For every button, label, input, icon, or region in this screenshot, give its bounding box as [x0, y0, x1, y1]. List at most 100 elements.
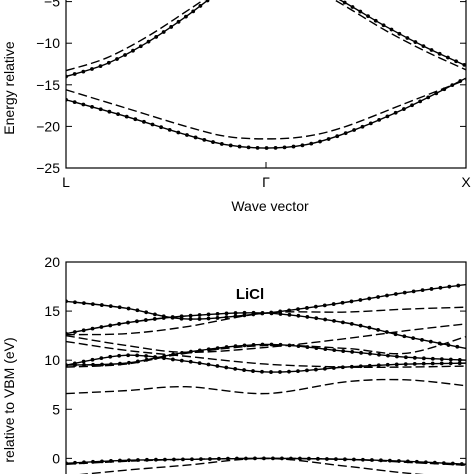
- series-point: [421, 356, 426, 361]
- series-point: [66, 97, 68, 102]
- series-point: [389, 27, 394, 32]
- series-point: [176, 130, 181, 135]
- series-point: [82, 301, 86, 306]
- series-point: [296, 307, 300, 312]
- y-tick-label: −15: [36, 77, 60, 93]
- series-point: [438, 285, 443, 290]
- series-point: [421, 44, 426, 49]
- series-point: [176, 19, 181, 24]
- series-point: [358, 323, 363, 328]
- series-point: [385, 362, 390, 367]
- series-point: [224, 315, 229, 320]
- series-point: [188, 313, 193, 318]
- series-point: [385, 114, 390, 119]
- series-point: [393, 332, 398, 337]
- series-line-5: [66, 335, 466, 368]
- series-point: [159, 125, 164, 130]
- series-point: [313, 304, 318, 309]
- series-point: [100, 362, 104, 367]
- series-point: [251, 369, 255, 373]
- series-point: [377, 117, 382, 122]
- series-point: [124, 114, 129, 119]
- series-point: [215, 364, 220, 368]
- series-point: [167, 127, 172, 132]
- series-point: [429, 287, 434, 291]
- series-point: [358, 9, 363, 14]
- series-point: [373, 18, 378, 23]
- series-point: [367, 296, 372, 301]
- series-point: [237, 144, 242, 149]
- series-point: [420, 288, 425, 293]
- x-tick-label: X: [461, 174, 471, 190]
- series-point: [350, 350, 355, 354]
- series-point: [352, 128, 356, 132]
- series-point: [117, 353, 122, 358]
- y-tick-label: 15: [44, 303, 60, 319]
- series-point: [305, 306, 309, 310]
- series-point: [127, 458, 131, 463]
- plot-frame: [65, 0, 467, 169]
- series-point: [90, 357, 95, 362]
- series-point: [116, 112, 120, 117]
- series-point: [162, 356, 166, 361]
- series-point: [412, 361, 417, 366]
- series-point: [170, 315, 175, 319]
- series-point: [420, 337, 424, 342]
- series-point: [334, 457, 338, 462]
- series-point: [323, 317, 328, 322]
- series-point: [228, 143, 233, 148]
- series-point: [278, 370, 282, 374]
- series-point: [385, 293, 389, 298]
- series-point: [403, 355, 408, 360]
- series-point: [393, 292, 398, 296]
- series-point: [217, 456, 221, 461]
- series-point: [437, 51, 442, 56]
- series-point: [269, 370, 273, 374]
- series-point: [98, 107, 103, 112]
- series-line-7: [66, 340, 466, 369]
- series-point: [133, 117, 138, 122]
- series-point: [426, 95, 431, 100]
- series-point: [349, 299, 354, 304]
- series-point: [326, 137, 331, 141]
- series-point: [190, 457, 194, 462]
- series-point: [341, 320, 345, 325]
- series-point: [410, 103, 414, 108]
- series-point: [185, 133, 189, 137]
- series-point: [278, 312, 283, 316]
- series-point: [368, 121, 373, 126]
- series-point: [384, 330, 389, 334]
- series-point: [81, 102, 86, 107]
- series-point: [368, 351, 372, 356]
- series-point: [193, 135, 198, 140]
- series-point: [138, 44, 143, 49]
- series-point: [188, 359, 193, 364]
- series-group: [66, 283, 466, 474]
- series-line-5: [66, 79, 466, 140]
- series-point: [81, 328, 86, 333]
- series-point: [99, 356, 104, 361]
- series-point: [418, 99, 423, 104]
- series-point: [446, 343, 451, 347]
- series-point: [108, 354, 113, 359]
- series-point: [358, 364, 363, 369]
- series-point: [198, 4, 203, 8]
- series-point: [191, 9, 196, 14]
- series-point: [332, 318, 336, 323]
- series-point: [430, 356, 435, 361]
- series-point: [115, 57, 119, 61]
- series-point: [244, 456, 248, 461]
- series-point: [429, 48, 434, 52]
- series-point: [246, 145, 251, 150]
- series-point: [72, 72, 77, 76]
- bottom-chart-title: LiCl: [236, 286, 264, 303]
- series-point: [395, 354, 399, 359]
- series-point: [81, 359, 86, 364]
- series-point: [287, 312, 292, 317]
- series-point: [169, 25, 174, 29]
- series-point: [206, 316, 211, 321]
- series-point: [413, 40, 418, 44]
- series-point: [332, 348, 337, 353]
- series-point: [335, 134, 340, 139]
- series-point: [206, 362, 211, 367]
